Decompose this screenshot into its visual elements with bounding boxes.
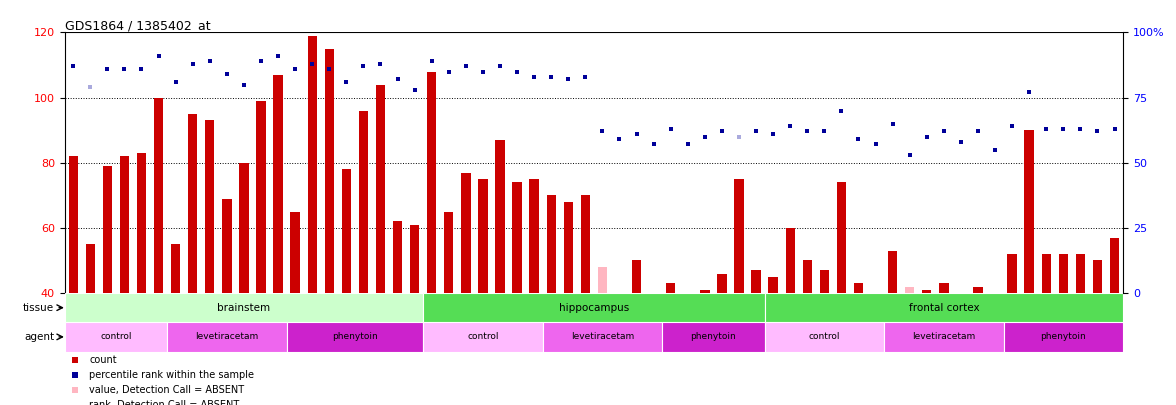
Bar: [597, 267, 607, 293]
Bar: [1093, 260, 1102, 293]
Bar: [563, 202, 573, 293]
Bar: [717, 273, 727, 293]
Bar: [1076, 254, 1085, 293]
Bar: [120, 156, 129, 293]
Bar: [65, 322, 167, 352]
Text: phenytoin: phenytoin: [332, 333, 377, 341]
Text: control: control: [809, 333, 840, 341]
Text: brainstem: brainstem: [218, 303, 270, 313]
Text: levetiracetam: levetiracetam: [570, 333, 634, 341]
Text: hippocampus: hippocampus: [559, 303, 629, 313]
Bar: [102, 166, 112, 293]
Bar: [854, 284, 863, 293]
Bar: [764, 322, 884, 352]
Bar: [154, 98, 163, 293]
Bar: [649, 293, 659, 319]
Text: phenytoin: phenytoin: [690, 333, 736, 341]
Bar: [461, 173, 470, 293]
Bar: [734, 179, 743, 293]
Bar: [632, 260, 641, 293]
Text: agent: agent: [24, 332, 54, 342]
Bar: [287, 322, 423, 352]
Bar: [922, 290, 931, 293]
Bar: [239, 163, 248, 293]
Bar: [423, 322, 542, 352]
Bar: [342, 169, 352, 293]
Text: value, Detection Call = ABSENT: value, Detection Call = ABSENT: [89, 385, 245, 395]
Text: tissue: tissue: [24, 303, 54, 313]
Bar: [547, 195, 556, 293]
Bar: [513, 182, 522, 293]
Bar: [871, 293, 881, 352]
Bar: [529, 179, 539, 293]
Bar: [836, 182, 846, 293]
Bar: [410, 225, 420, 293]
Text: GDS1864 / 1385402_at: GDS1864 / 1385402_at: [65, 19, 211, 32]
Text: control: control: [100, 333, 132, 341]
Bar: [427, 72, 436, 293]
Text: levetiracetam: levetiracetam: [195, 333, 259, 341]
Text: rank, Detection Call = ABSENT: rank, Detection Call = ABSENT: [89, 400, 239, 405]
Bar: [820, 270, 829, 293]
Bar: [307, 36, 316, 293]
Bar: [205, 120, 214, 293]
Bar: [256, 101, 266, 293]
Bar: [683, 293, 693, 352]
Bar: [888, 251, 897, 293]
Bar: [479, 179, 488, 293]
Bar: [542, 322, 662, 352]
Bar: [990, 293, 1000, 326]
Bar: [136, 153, 146, 293]
Bar: [666, 284, 675, 293]
Bar: [171, 244, 180, 293]
Bar: [1042, 254, 1051, 293]
Bar: [393, 222, 402, 293]
Bar: [167, 322, 287, 352]
Bar: [188, 114, 198, 293]
Bar: [662, 322, 764, 352]
Bar: [1058, 254, 1068, 293]
Bar: [1003, 322, 1123, 352]
Bar: [786, 228, 795, 293]
Bar: [751, 270, 761, 293]
Text: control: control: [467, 333, 499, 341]
Bar: [764, 293, 1123, 322]
Bar: [906, 287, 915, 293]
Bar: [1024, 130, 1034, 293]
Bar: [423, 293, 764, 322]
Bar: [974, 287, 983, 293]
Bar: [956, 293, 965, 300]
Bar: [222, 198, 232, 293]
Bar: [376, 85, 386, 293]
Text: percentile rank within the sample: percentile rank within the sample: [89, 370, 254, 380]
Bar: [802, 260, 811, 293]
Bar: [68, 156, 78, 293]
Bar: [581, 195, 590, 293]
Text: frontal cortex: frontal cortex: [909, 303, 980, 313]
Text: count: count: [89, 356, 116, 365]
Bar: [325, 49, 334, 293]
Bar: [615, 293, 624, 303]
Bar: [700, 290, 709, 293]
Bar: [359, 111, 368, 293]
Text: phenytoin: phenytoin: [1041, 333, 1087, 341]
Bar: [495, 140, 505, 293]
Text: levetiracetam: levetiracetam: [913, 333, 975, 341]
Bar: [1110, 238, 1120, 293]
Bar: [768, 277, 777, 293]
Bar: [445, 212, 454, 293]
Bar: [884, 322, 1003, 352]
Bar: [1008, 254, 1017, 293]
Bar: [290, 212, 300, 293]
Bar: [940, 284, 949, 293]
Bar: [273, 75, 282, 293]
Bar: [86, 244, 95, 293]
Bar: [65, 293, 423, 322]
